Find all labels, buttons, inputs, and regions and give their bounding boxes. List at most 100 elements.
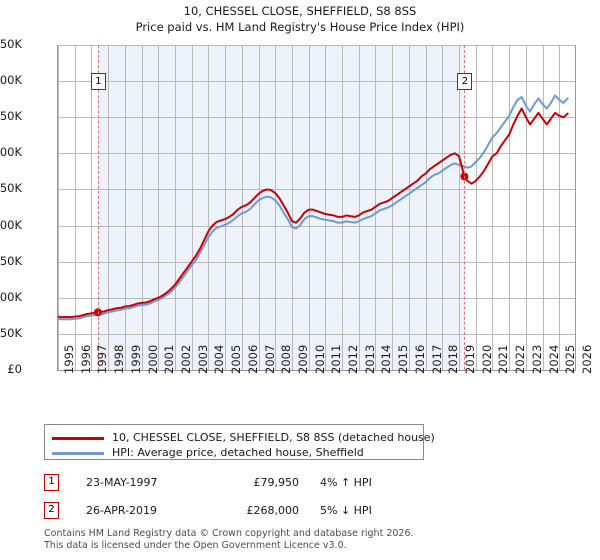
x-tick-label: 2003 (195, 344, 210, 374)
y-tick-label: £300K (0, 145, 22, 160)
x-tick-label: 2026 (580, 344, 594, 374)
gridline-vertical (175, 45, 176, 370)
x-tick-label: 2023 (529, 344, 544, 374)
gridline-vertical (526, 45, 527, 370)
gridline-vertical (125, 45, 126, 370)
x-tick-label: 2024 (546, 344, 561, 374)
x-tick-label: 2005 (229, 344, 244, 374)
x-tick-label: 2007 (262, 344, 277, 374)
gridline-vertical (108, 45, 109, 370)
y-tick-label: £0 (7, 362, 22, 376)
gridline-vertical (292, 45, 293, 370)
transaction-index-badge: 2 (44, 502, 59, 519)
y-tick-label: £400K (0, 73, 22, 88)
gridline-horizontal (58, 226, 576, 227)
gridline-vertical (325, 45, 326, 370)
y-tick-label: £350K (0, 109, 22, 124)
gridline-vertical (342, 45, 343, 370)
gridline-vertical (75, 45, 76, 370)
transaction-hpi-delta: 5% ↓ HPI (320, 504, 372, 517)
gridline-vertical (476, 45, 477, 370)
y-tick-label: £450K (0, 37, 22, 51)
gridline-vertical (359, 45, 360, 370)
gridline-horizontal (58, 81, 576, 82)
event-badge-2[interactable]: 2 (457, 73, 473, 90)
x-tick-label: 2010 (312, 344, 327, 374)
legend-label: HPI: Average price, detached house, Shef… (112, 446, 364, 459)
x-tick-label: 2000 (145, 344, 160, 374)
gridline-vertical (259, 45, 260, 370)
x-tick-label: 2015 (396, 344, 411, 374)
gridline-vertical (543, 45, 544, 370)
gridline-vertical (559, 45, 560, 370)
series-line (58, 94, 569, 321)
gridline-horizontal (58, 153, 576, 154)
transaction-price: £268,000 (246, 504, 300, 517)
transaction-row: 1 23-MAY-1997 £79,950 4% ↑ HPI (44, 474, 464, 492)
gridline-vertical (192, 45, 193, 370)
event-line-1 (97, 45, 99, 370)
gridline-vertical (275, 45, 276, 370)
x-tick-label: 2025 (563, 344, 578, 374)
x-tick-label: 2012 (346, 344, 361, 374)
plot-right-border (575, 45, 576, 370)
x-tick-label: 2019 (463, 344, 478, 374)
x-tick-label: 2014 (379, 344, 394, 374)
x-tick-label: 1996 (78, 344, 93, 374)
title-line-2: Price paid vs. HM Land Registry's House … (135, 20, 465, 34)
x-tick-label: 2013 (362, 344, 377, 374)
event-line-2 (464, 45, 466, 370)
x-tick-label: 1995 (62, 344, 76, 374)
legend: 10, CHESSEL CLOSE, SHEFFIELD, S8 8SS (de… (44, 424, 435, 460)
legend-color-swatch (52, 452, 104, 455)
gridline-vertical (309, 45, 310, 370)
x-tick-label: 1999 (128, 344, 143, 374)
x-tick-label: 2022 (513, 344, 528, 374)
gridline-vertical (426, 45, 427, 370)
series-line (58, 107, 569, 319)
gridline-vertical (409, 45, 410, 370)
event-badge-1[interactable]: 1 (90, 73, 106, 90)
gridline-vertical (208, 45, 209, 370)
gridline-vertical (58, 45, 59, 370)
legend-color-swatch (52, 437, 104, 440)
x-tick-label: 1997 (95, 344, 110, 374)
gridline-horizontal (58, 45, 576, 46)
gridline-horizontal (58, 262, 576, 263)
transaction-row: 2 26-APR-2019 £268,000 5% ↓ HPI (44, 502, 464, 520)
footer: Contains HM Land Registry data © Crown c… (44, 528, 564, 551)
y-tick-label: £150K (0, 253, 22, 268)
x-tick-label: 2011 (329, 344, 344, 374)
page-title: 10, CHESSEL CLOSE, SHEFFIELD, S8 8SS Pri… (0, 3, 600, 35)
gridline-horizontal (58, 117, 576, 118)
transaction-price: £79,950 (253, 476, 300, 489)
legend-label: 10, CHESSEL CLOSE, SHEFFIELD, S8 8SS (de… (112, 431, 435, 444)
transaction-date: 26-APR-2019 (86, 504, 158, 517)
gridline-vertical (492, 45, 493, 370)
y-tick-label: £250K (0, 181, 22, 196)
gridline-vertical (442, 45, 443, 370)
gridline-vertical (158, 45, 159, 370)
x-tick-label: 2018 (446, 344, 461, 374)
transaction-hpi-delta: 4% ↑ HPI (320, 476, 372, 489)
gridline-vertical (509, 45, 510, 370)
footer-line-2: This data is licensed under the Open Gov… (44, 539, 347, 551)
x-tick-label: 2021 (496, 344, 511, 374)
x-tick-label: 2001 (162, 344, 177, 374)
gridline-vertical (91, 45, 92, 370)
x-tick-label: 2016 (412, 344, 427, 374)
x-tick-label: 1998 (112, 344, 127, 374)
x-tick-label: 2008 (279, 344, 294, 374)
y-tick-label: £200K (0, 217, 22, 232)
x-tick-label: 2017 (429, 344, 444, 374)
x-tick-label: 2006 (245, 344, 260, 374)
gridline-horizontal (58, 334, 576, 335)
series-lines (58, 94, 569, 321)
gridline-vertical (225, 45, 226, 370)
x-tick-label: 2004 (212, 344, 227, 374)
x-tick-label: 2002 (178, 344, 193, 374)
transaction-index-badge: 1 (44, 474, 59, 491)
